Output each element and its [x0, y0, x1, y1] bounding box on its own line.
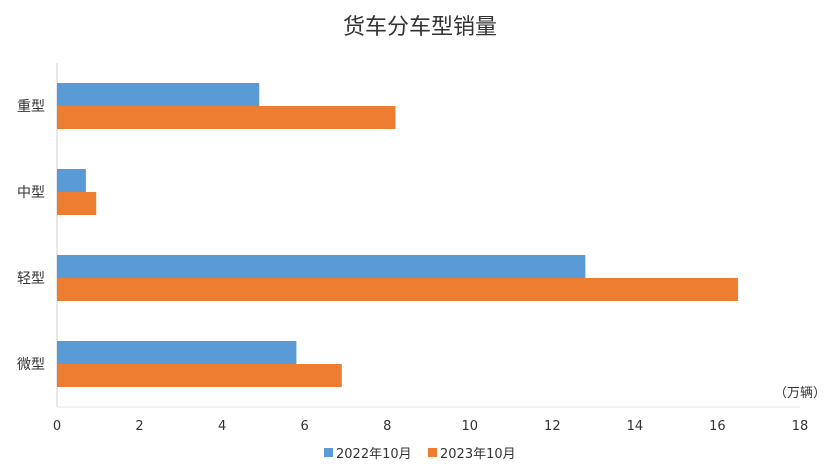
x-tick-label: 2	[135, 419, 143, 434]
legend: 2022年10月 2023年10月	[324, 447, 516, 462]
bar-轻型-2023年10月	[57, 278, 739, 301]
x-tick-label: 18	[792, 419, 809, 434]
bar-微型-2023年10月	[57, 364, 342, 387]
bars-group	[57, 83, 739, 387]
x-tick-label: 0	[53, 419, 61, 434]
bar-轻型-2022年10月	[57, 255, 586, 278]
category-label: 重型	[17, 99, 45, 115]
unit-label: （万辆）	[774, 386, 826, 401]
legend-swatch	[324, 448, 333, 457]
x-tick-label: 14	[627, 419, 644, 434]
bar-重型-2022年10月	[57, 83, 260, 106]
x-tick-label: 12	[544, 419, 561, 434]
bar-中型-2022年10月	[57, 169, 86, 192]
x-tick-label: 10	[462, 419, 479, 434]
x-tick-label: 8	[383, 419, 391, 434]
x-tick-labels: 0 2 4 6 8 10 12 14 16 18	[53, 419, 808, 434]
legend-label: 2023年10月	[440, 447, 516, 462]
category-label: 轻型	[17, 271, 45, 287]
bar-微型-2022年10月	[57, 341, 297, 364]
x-tick-label: 6	[301, 419, 309, 434]
x-tick-label: 4	[218, 419, 226, 434]
bar-中型-2023年10月	[57, 192, 97, 215]
legend-label: 2022年10月	[336, 447, 412, 462]
category-label: 微型	[17, 357, 45, 373]
chart-title: 货车分车型销量	[343, 15, 497, 40]
legend-swatch	[428, 448, 437, 457]
bar-重型-2023年10月	[57, 106, 396, 129]
x-tick-label: 16	[709, 419, 726, 434]
category-label: 中型	[17, 185, 45, 201]
